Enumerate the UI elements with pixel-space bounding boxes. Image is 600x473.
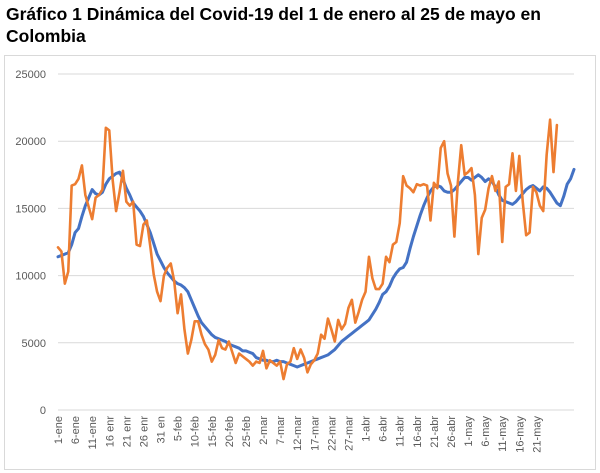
x-tick-label: 11-ene (87, 416, 99, 449)
x-tick-label: 1-abr (361, 416, 373, 442)
y-tick-label: 20000 (15, 136, 46, 148)
x-tick-label: 5-feb (173, 416, 185, 441)
x-tick-label: 6-abr (378, 416, 390, 442)
series-line-2 (56, 118, 559, 381)
chart-area (4, 55, 596, 470)
x-tick-label: 12-mar (292, 416, 304, 451)
x-tick-label: 31 en (156, 416, 168, 444)
x-tick-label: 27-mar (343, 416, 355, 451)
x-axis-labels: 1-ene 6-ene 11-ene 16 enr 21 enr 26 enr 31 en 5… (53, 416, 543, 453)
x-tick-label: 15-feb (207, 416, 219, 447)
y-tick-label: 15000 (15, 203, 46, 215)
x-tick-label: 6-ene (70, 416, 82, 444)
y-tick-label: 0 (40, 405, 46, 417)
series-line-1 (56, 167, 576, 369)
x-tick-label: 21-abr (429, 416, 441, 448)
y-tick-label: 10000 (15, 271, 46, 283)
x-tick-label: 11-abr (395, 416, 407, 447)
x-tick-label: 10-feb (190, 416, 202, 447)
x-tick-label: 6-may (480, 416, 492, 447)
x-tick-label: 22-mar (326, 416, 338, 451)
x-tick-label: 21-may (531, 416, 543, 453)
x-tick-label: 1-ene (53, 416, 65, 444)
x-tick-label: 2-mar (258, 416, 270, 445)
series-lines (56, 118, 576, 381)
x-tick-label: 1-may (463, 416, 475, 447)
x-tick-label: 21 enr (121, 416, 133, 448)
y-tick-label: 5000 (22, 338, 46, 350)
x-tick-label: 16 enr (104, 416, 116, 448)
x-tick-label: 26-abr (446, 416, 458, 448)
x-tick-label: 26 enr (138, 416, 150, 448)
x-tick-label: 20-feb (224, 416, 236, 447)
x-tick-label: 16-abr (412, 416, 424, 448)
y-axis-labels: 0 5000 10000 15000 20000 25000 (15, 69, 46, 417)
x-tick-label: 25-feb (241, 416, 253, 447)
gridlines (58, 73, 574, 411)
x-tick-label: 7-mar (275, 416, 287, 445)
chart-title: Gráfico 1 Dinámica del Covid-19 del 1 de… (6, 4, 541, 46)
x-tick-label: 11-may (497, 416, 509, 452)
y-tick-label: 25000 (15, 69, 46, 81)
x-tick-label: 17-mar (309, 416, 321, 451)
x-tick-label: 16-may (514, 416, 526, 453)
